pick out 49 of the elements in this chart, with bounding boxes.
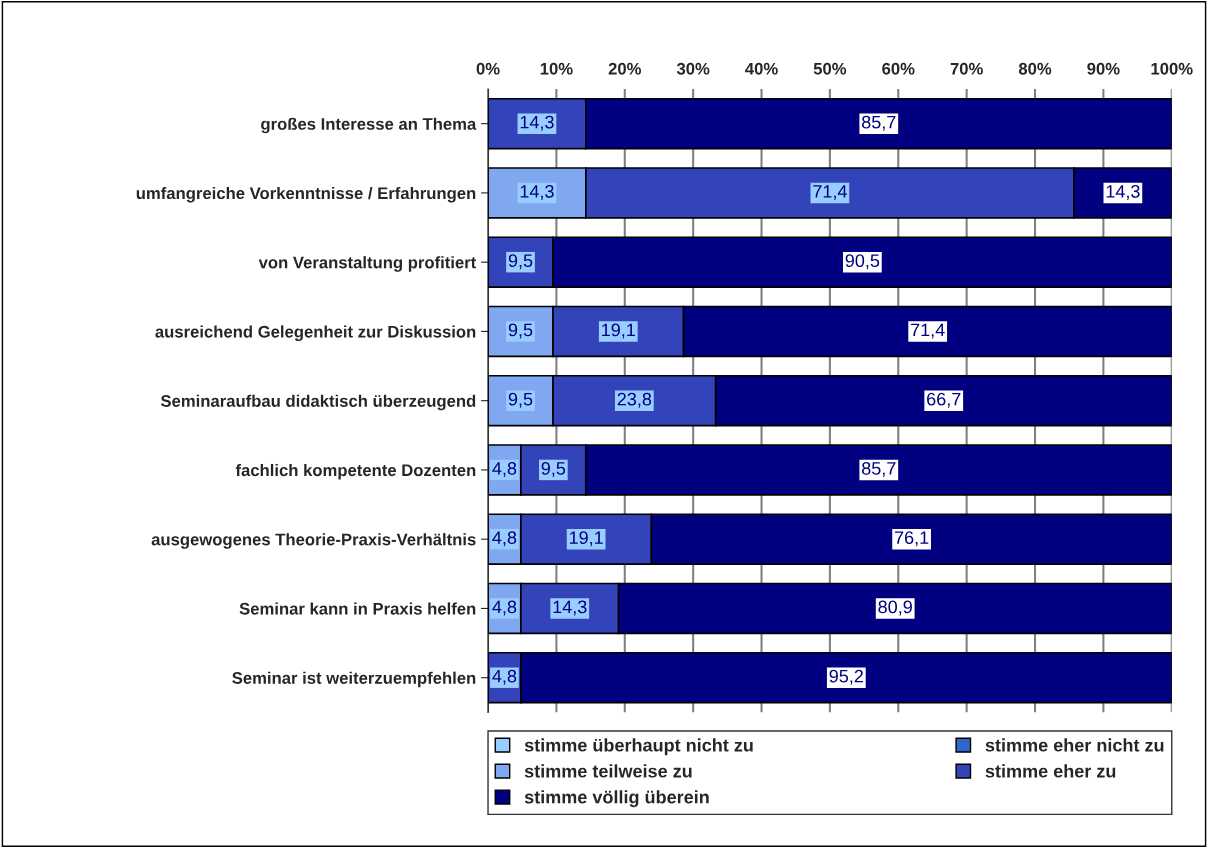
y-tick-label: von Veranstaltung profitiert — [258, 256, 477, 272]
y-tick-label: ausreichend Gelegenheit zur Diskussion — [155, 325, 476, 341]
y-tick-label: Seminar kann in Praxis helfen — [239, 602, 476, 615]
data-label: 4,8 — [492, 531, 517, 547]
data-label: 4,8 — [492, 600, 517, 616]
y-tick-label: umfangreiche Vorkenntnisse / Erfahrungen — [136, 186, 476, 203]
legend-label: stimme eher nicht zu — [985, 738, 1164, 752]
data-label: 4,8 — [492, 669, 517, 685]
data-label: 9,5 — [508, 392, 533, 408]
x-tick-label: 30% — [676, 62, 710, 75]
data-label: 9,5 — [508, 323, 533, 339]
y-tick-label: großes Interesse an Thema — [261, 117, 477, 134]
data-label: 66,7 — [927, 392, 961, 408]
y-tick-label: ausgewogenes Theorie-Praxis-Verhältnis — [151, 533, 476, 549]
legend-label: stimme überhaupt nicht zu — [524, 738, 753, 756]
data-label: 90,5 — [845, 254, 880, 270]
x-tick-label: 60% — [882, 62, 915, 75]
x-tick-label: 80% — [1018, 62, 1052, 75]
x-tick-label: 50% — [813, 62, 847, 75]
data-label: 14,3 — [520, 115, 554, 131]
legend-label: stimme eher zu — [985, 764, 1116, 778]
y-tick-label: fachlich kompetente Dozenten — [235, 463, 476, 480]
data-label: 19,1 — [602, 323, 635, 339]
legend-label: stimme teilweise zu — [524, 764, 692, 778]
x-tick-label: 0% — [476, 62, 500, 75]
data-label: 71,4 — [911, 323, 945, 339]
data-label: 85,7 — [862, 115, 896, 131]
y-tick-label: Seminaraufbau didaktisch überzeugend — [160, 394, 476, 411]
x-tick-label: 10% — [540, 62, 573, 75]
data-label: 23,8 — [617, 392, 652, 408]
data-label: 9,5 — [508, 254, 533, 270]
data-label: 9,5 — [541, 461, 566, 477]
x-tick-label: 100% — [1151, 62, 1193, 75]
data-label: 85,7 — [862, 461, 896, 477]
y-tick-label: Seminar ist weiterzuempfehlen — [232, 671, 476, 688]
data-label: 14,3 — [1106, 184, 1140, 200]
data-label: 14,3 — [553, 600, 587, 616]
data-label: 14,3 — [520, 184, 554, 200]
x-tick-label: 40% — [745, 62, 778, 75]
data-label: 95,2 — [829, 669, 863, 685]
x-tick-label: 70% — [950, 62, 983, 75]
data-label: 76,1 — [894, 531, 929, 547]
data-label: 71,4 — [813, 185, 847, 200]
data-label: 4,8 — [492, 461, 517, 477]
x-tick-label: 20% — [608, 62, 642, 75]
legend-label: stimme völlig überein — [524, 790, 709, 808]
data-label: 19,1 — [569, 531, 603, 547]
data-label: 80,9 — [878, 600, 912, 616]
x-tick-label: 90% — [1087, 62, 1120, 75]
